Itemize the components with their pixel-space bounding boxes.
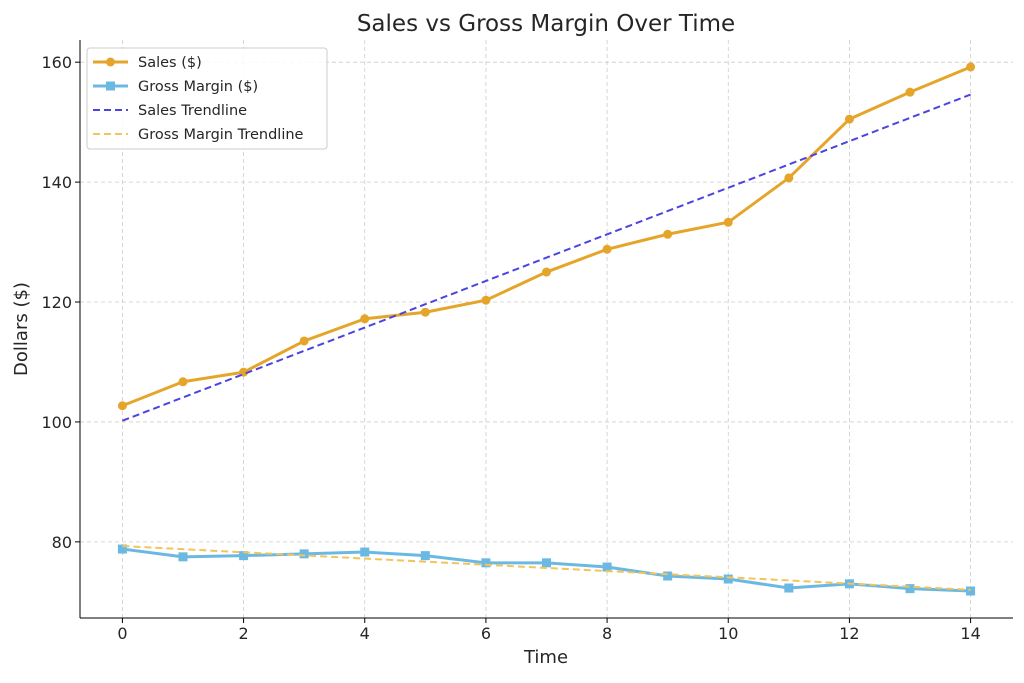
sales-point <box>360 314 370 324</box>
sales-point <box>844 114 854 124</box>
ticks: 0 2 4 6 8 10 12 14 80 100 120 140 160 <box>41 53 980 643</box>
gross-margin-point <box>360 547 370 557</box>
y-tick-label: 140 <box>41 173 72 192</box>
series-group <box>117 62 976 596</box>
legend: Sales ($) Gross Margin ($) Sales Trendline… <box>86 47 328 150</box>
legend-box <box>86 47 328 150</box>
x-tick-label: 10 <box>718 624 738 643</box>
sales-point <box>663 229 673 239</box>
legend-label-gross-margin: Gross Margin ($) <box>138 79 258 95</box>
sales-point <box>299 336 309 346</box>
sales-point <box>178 377 188 387</box>
y-tick-label: 80 <box>52 533 72 552</box>
gross-margin-point <box>299 549 309 559</box>
sales-point <box>905 87 915 97</box>
gross-margin-point <box>542 558 551 568</box>
x-tick-label: 4 <box>360 624 370 643</box>
x-tick-label: 0 <box>117 624 127 643</box>
gross-margin-point <box>239 551 249 561</box>
x-axis-label: Time <box>523 647 568 668</box>
y-tick-label: 100 <box>41 413 72 432</box>
x-tick-label: 8 <box>602 624 612 643</box>
y-axis-label: Dollars ($) <box>11 282 32 376</box>
legend-label-gross-margin-trendline: Gross Margin Trendline <box>138 127 304 143</box>
y-tick-label: 160 <box>41 53 72 72</box>
gross-margin-point <box>420 551 430 561</box>
y-tick-label: 120 <box>41 293 72 312</box>
sales-point <box>966 62 976 72</box>
x-tick-label: 6 <box>481 624 491 643</box>
gross-margin-point <box>602 562 612 572</box>
legend-marker-sales <box>106 57 115 67</box>
x-tick-label: 2 <box>238 624 248 643</box>
gross-margin-point <box>117 544 127 554</box>
sales-point <box>117 401 127 411</box>
gross-margin-point <box>481 558 491 568</box>
gross-margin-point <box>723 574 733 584</box>
gross-margin-line <box>122 547 971 593</box>
gross-margin-point <box>966 586 976 596</box>
legend-label-sales-trendline: Sales Trendline <box>138 103 247 119</box>
gross-margin-trendline-line <box>122 545 971 591</box>
legend-label-sales: Sales ($) <box>138 55 202 71</box>
x-tick-label: 12 <box>839 624 859 643</box>
sales-point <box>542 267 551 277</box>
sales-point <box>784 173 794 183</box>
sales-trendline-line <box>122 93 971 422</box>
sales-point <box>723 217 733 227</box>
gross-margin-point <box>905 584 915 594</box>
sales-point <box>420 307 430 317</box>
sales-point <box>602 244 612 254</box>
gross-margin-point <box>663 571 673 581</box>
gross-margin-point <box>784 583 794 593</box>
chart-title: Sales vs Gross Margin Over Time <box>357 11 735 37</box>
x-tick-label: 14 <box>960 624 980 643</box>
gross-margin-point <box>178 552 188 562</box>
legend-marker-gross-margin <box>106 81 115 91</box>
sales-point <box>481 295 491 305</box>
